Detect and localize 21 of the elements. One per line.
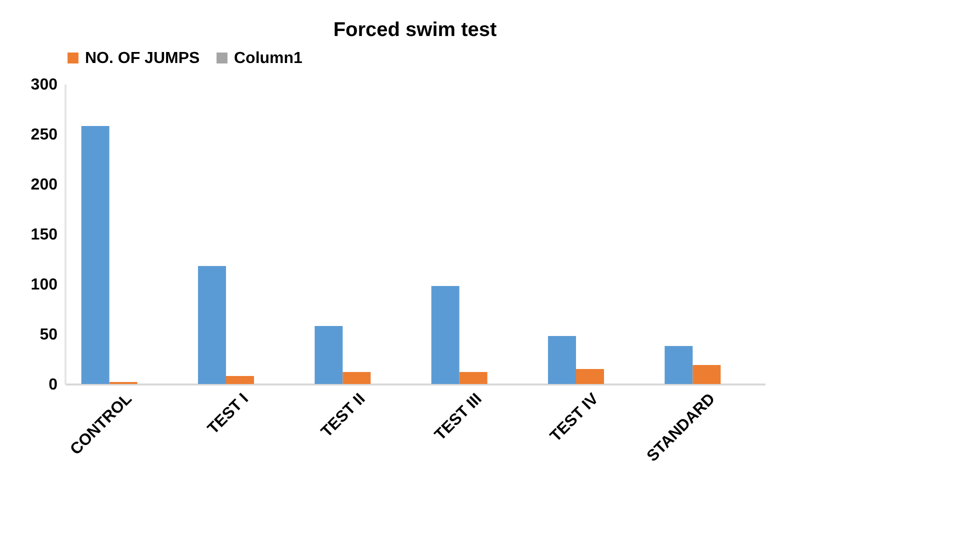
- y-tick-label: 50: [40, 326, 58, 344]
- legend-label: NO. OF JUMPS: [85, 50, 200, 67]
- bar: [459, 372, 488, 384]
- y-tick-label: 150: [30, 226, 58, 244]
- y-tick-label: 200: [30, 176, 58, 194]
- bar: [198, 266, 226, 384]
- legend-label: Column1: [234, 50, 303, 67]
- y-tick-label: 100: [30, 276, 58, 294]
- bar: [664, 346, 693, 384]
- chart-title: Forced swim test: [333, 19, 498, 41]
- bar: [548, 336, 576, 384]
- y-tick-label: 250: [30, 126, 58, 144]
- bar: [342, 372, 371, 384]
- y-tick-label: 300: [30, 76, 58, 94]
- bar: [81, 126, 110, 384]
- bar: [314, 326, 343, 384]
- bar: [576, 369, 604, 384]
- bar: [431, 286, 460, 384]
- bar: [692, 365, 721, 384]
- y-tick-label: 0: [48, 376, 58, 394]
- bar: [226, 376, 254, 384]
